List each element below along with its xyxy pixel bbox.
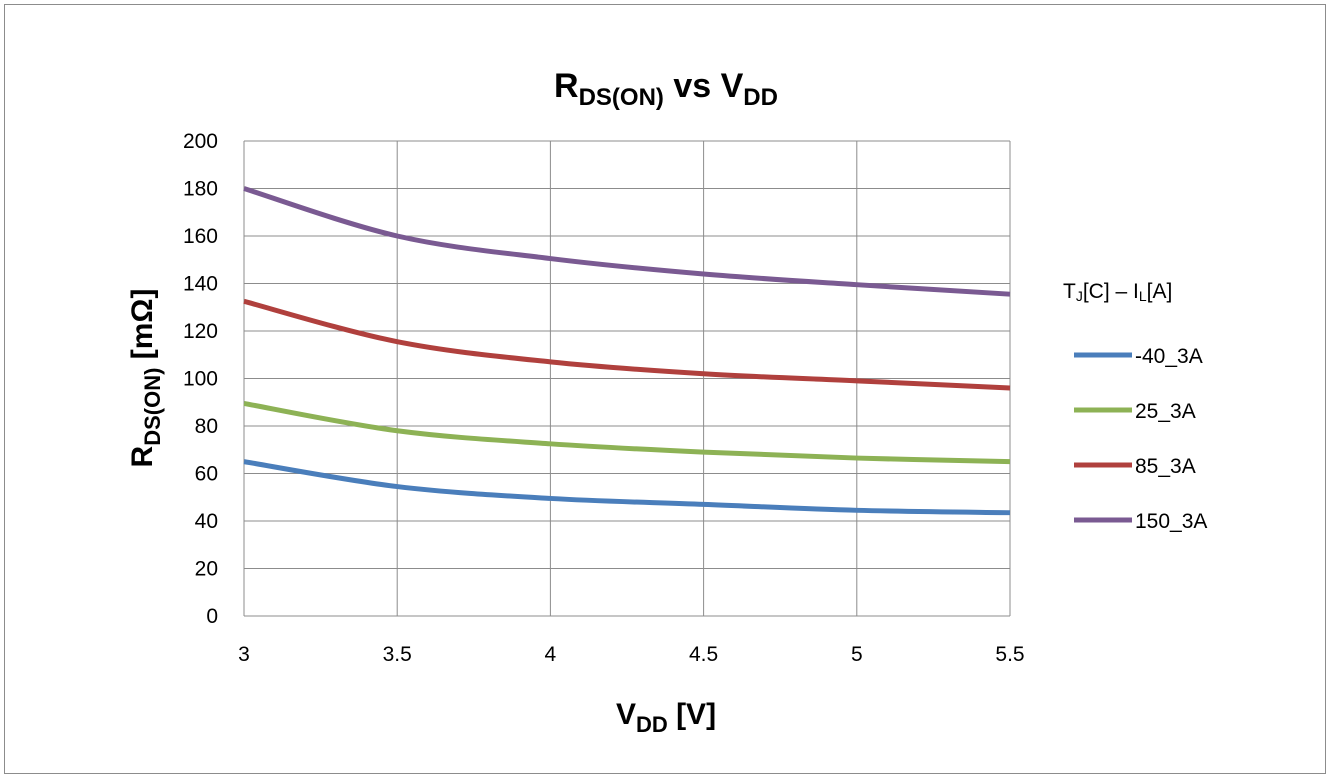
y-tick-label: 120 xyxy=(183,320,218,343)
x-tick-label: 3.5 xyxy=(383,643,412,666)
y-tick-label: 60 xyxy=(195,463,218,486)
y-tick-label: 80 xyxy=(195,415,218,438)
y-tick-label: 180 xyxy=(183,178,218,201)
y-tick-label: 140 xyxy=(183,273,218,296)
legend-title: TJ[C] – IL[A] xyxy=(1063,280,1172,304)
x-axis-label: VDD [V] xyxy=(616,698,716,737)
x-tick-label: 5.5 xyxy=(995,643,1024,666)
legend-label-2: 85_3A xyxy=(1135,455,1196,478)
y-tick-label: 40 xyxy=(195,510,218,533)
chart-frame xyxy=(4,4,1326,774)
x-tick-label: 5 xyxy=(851,643,863,666)
grid-layer xyxy=(243,140,1011,617)
series-line-1 xyxy=(243,400,1011,465)
series-line-0 xyxy=(243,459,1011,516)
series-line-3 xyxy=(243,186,1011,297)
y-tick-label: 20 xyxy=(195,558,218,581)
y-tick-label: 100 xyxy=(183,368,218,391)
series-layer xyxy=(243,186,1011,516)
y-tick-label: 160 xyxy=(183,225,218,248)
x-tick-label: 4 xyxy=(545,643,557,666)
series-line-2 xyxy=(243,298,1011,391)
legend: TJ[C] – IL[A] -40_3A 25_3A 85_3A 150_3A xyxy=(1063,280,1207,533)
chart-title: RDS(ON) vs VDD xyxy=(554,67,778,111)
x-tick-label: 4.5 xyxy=(689,643,718,666)
y-tick-label: 200 xyxy=(183,130,218,153)
legend-items: -40_3A 25_3A 85_3A 150_3A xyxy=(1074,345,1207,533)
legend-label-0: -40_3A xyxy=(1135,345,1203,368)
y-axis-label: RDS(ON) [mΩ] xyxy=(126,289,165,468)
x-tick-label: 3 xyxy=(238,643,250,666)
legend-label-3: 150_3A xyxy=(1135,510,1207,533)
legend-label-1: 25_3A xyxy=(1135,400,1196,423)
y-tick-label: 0 xyxy=(206,605,218,628)
tick-layer: 0 20 40 60 80 100 120 140 160 180 200 3 3.5 4 4.5 5 5.5 xyxy=(183,130,1025,666)
